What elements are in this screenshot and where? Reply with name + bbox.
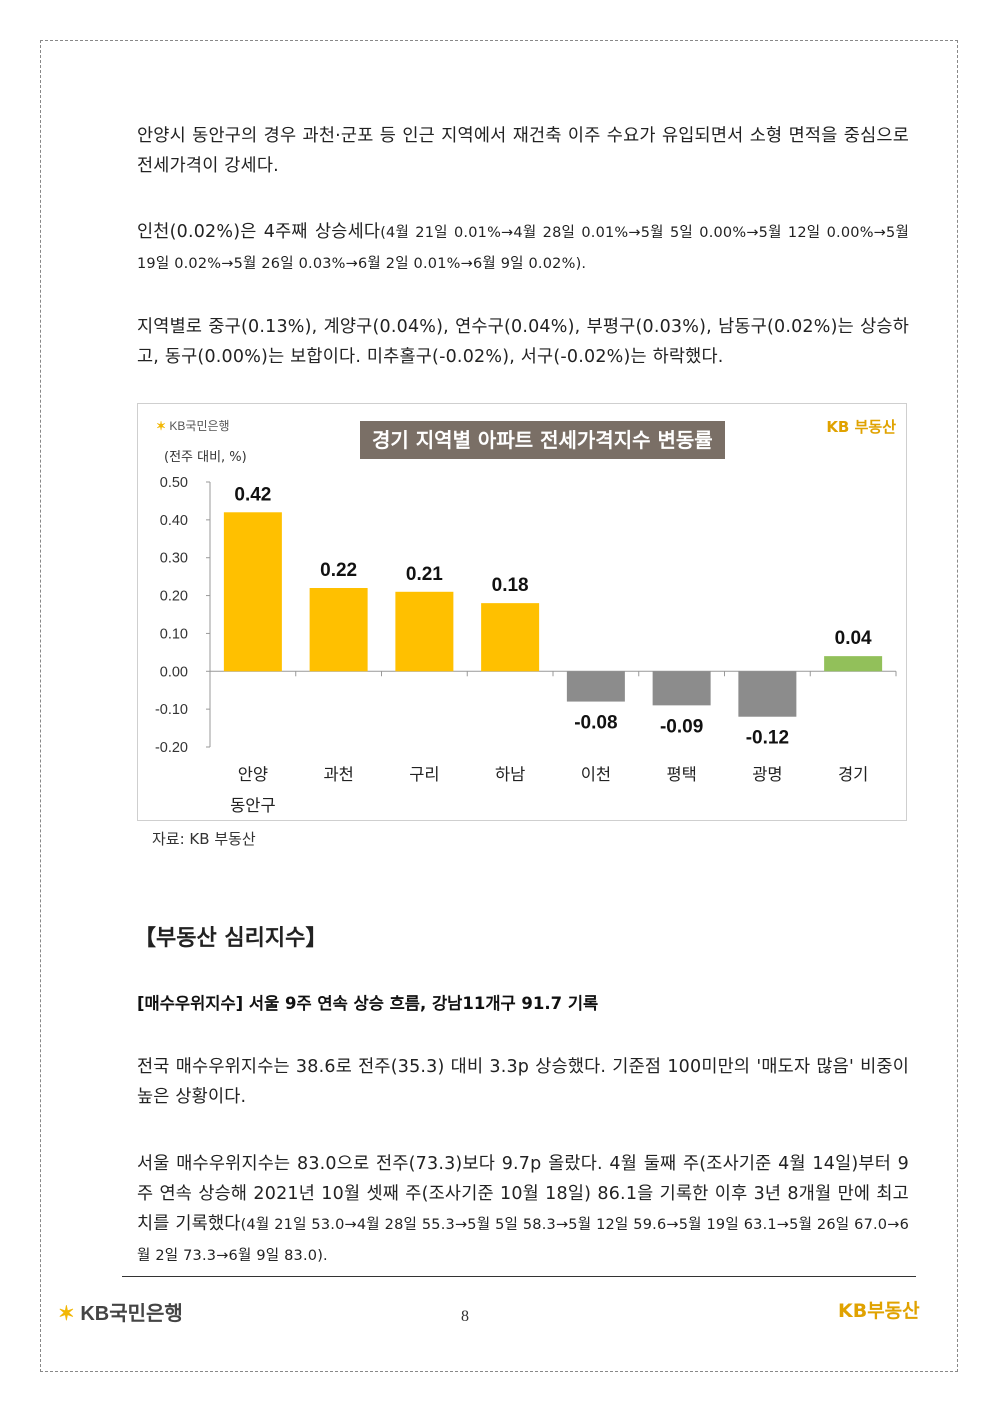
data-label: -0.08 — [574, 713, 617, 734]
category-label: 평택 — [666, 765, 696, 784]
y-tick-label: -0.20 — [155, 740, 188, 756]
section-heading: 【부동산 심리지수】 — [134, 926, 328, 951]
y-tick-label: 0.30 — [160, 551, 188, 567]
category-label: 이천 — [581, 765, 611, 784]
paragraph-text: 인천(0.02%)은 4주째 상승세다 — [137, 222, 381, 242]
paragraph-text: 지역별로 중구(0.13%), 계양구(0.04%), 연수구(0.04%), … — [137, 317, 909, 367]
bar-4 — [481, 603, 540, 672]
paragraph-seoul-index: 서울 매수우위지수는 83.0으로 전주(73.3)보다 9.7p 올랐다. 4… — [137, 1149, 909, 1271]
chart-container: ✶ KB국민은행 경기 지역별 아파트 전세가격지수 변동률 KB 부동산 (전… — [137, 403, 907, 821]
paragraph-anyang: 안양시 동안구의 경우 과천·군포 등 인근 지역에서 재건축 이주 수요가 유… — [137, 121, 909, 181]
bar-chart: 0.50 0.40 0.30 0.20 0.10 0.00 -0.10 -0.20 0.42 안양… — [155, 475, 897, 815]
data-label: 0.18 — [492, 575, 529, 596]
category-label: 과천 — [323, 765, 353, 784]
chart-title: 경기 지역별 아파트 전세가격지수 변동률 — [360, 421, 725, 459]
paragraph-text: 서울 매수우위지수는 83.0으로 전주(73.3)보다 9.7p 올랐다. 4… — [137, 1154, 909, 1234]
paragraph-incheon: 인천(0.02%)은 4주째 상승세다(4월 21일 0.01%→4월 28일 … — [137, 217, 909, 279]
category-label: 동안구 — [230, 796, 276, 815]
y-tick-label: 0.10 — [160, 626, 188, 642]
category-label: 구리 — [409, 765, 439, 784]
bar-2 — [309, 588, 368, 672]
bar-8 — [824, 656, 883, 672]
paragraph-text: 안양시 동안구의 경우 과천·군포 등 인근 지역에서 재건축 이주 수요가 유… — [137, 126, 909, 176]
page-number: 8 — [461, 1308, 469, 1325]
category-label: 경기 — [838, 765, 868, 784]
data-label: 0.22 — [320, 560, 357, 581]
category-label: 광명 — [752, 765, 782, 784]
chart-source: 자료: KB 부동산 — [152, 830, 256, 848]
kb-brand-label: KB 부동산 — [826, 418, 896, 436]
data-label: 0.21 — [406, 564, 443, 585]
y-tick-label: 0.00 — [160, 664, 188, 680]
footer-logo-text: KB국민은행 — [80, 1303, 183, 1325]
y-tick-label: -0.10 — [155, 702, 188, 718]
kb-bank-logo: ✶ KB국민은행 — [156, 417, 230, 434]
bar-3 — [395, 591, 454, 672]
category-label: 안양 — [238, 765, 268, 784]
paragraph-detail: (4월 21일 0.01%→4월 28일 0.01%→5월 5일 0.00%→5… — [137, 225, 909, 272]
footer-kb-brand: KB부동산 — [838, 1300, 920, 1322]
logo-text: KB국민은행 — [169, 419, 230, 433]
paragraph-national-index: 전국 매수우위지수는 38.6로 전주(35.3) 대비 3.3p 상승했다. … — [137, 1052, 909, 1112]
category-label: 하남 — [495, 765, 525, 784]
data-label: -0.09 — [660, 716, 703, 737]
data-label: 0.04 — [835, 628, 872, 649]
paragraph-detail: (4월 21일 53.0→4월 28일 55.3→5월 5일 58.3→5월 1… — [137, 1217, 910, 1264]
y-tick-label: 0.40 — [160, 513, 188, 529]
kb-star-icon: ✶ — [58, 1303, 75, 1325]
bar-5 — [566, 671, 625, 702]
paragraph-text: 전국 매수우위지수는 38.6로 전주(35.3) 대비 3.3p 상승했다. … — [137, 1057, 909, 1107]
bar-7 — [738, 671, 797, 717]
section-subheading: [매수우위지수] 서울 9주 연속 상승 흐름, 강남11개구 91.7 기록 — [137, 994, 599, 1013]
data-label: -0.12 — [746, 728, 789, 749]
bar-6 — [652, 671, 711, 706]
footer-divider — [122, 1276, 916, 1277]
paragraph-regions: 지역별로 중구(0.13%), 계양구(0.04%), 연수구(0.04%), … — [137, 312, 909, 372]
y-tick-label: 0.50 — [160, 475, 188, 491]
kb-star-icon: ✶ — [156, 419, 167, 433]
data-label: 0.42 — [234, 484, 271, 505]
y-tick-label: 0.20 — [160, 589, 188, 605]
bar-1 — [223, 512, 282, 672]
footer-kb-bank-logo: ✶ KB국민은행 — [58, 1297, 183, 1326]
chart-unit-label: (전주 대비, %) — [164, 450, 247, 465]
page-border — [40, 40, 958, 1372]
